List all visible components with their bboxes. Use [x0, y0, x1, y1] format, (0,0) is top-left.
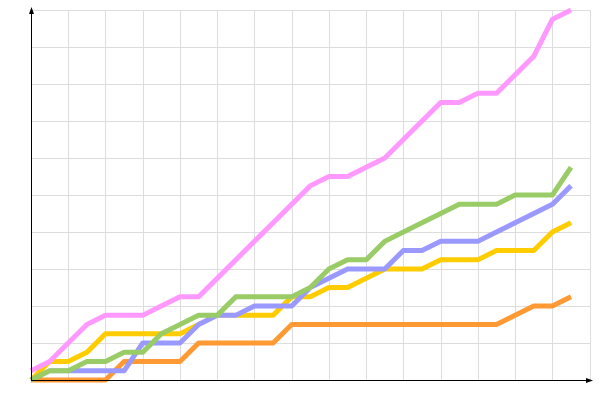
series-line-5	[31, 294, 573, 383]
series-lines	[29, 7, 574, 383]
series-line-2	[29, 165, 574, 383]
grid	[31, 10, 591, 380]
axes	[29, 7, 593, 383]
y-axis-arrow	[29, 7, 34, 14]
series-line-3	[29, 184, 573, 383]
x-axis-arrow	[586, 378, 593, 383]
series-line-1	[29, 7, 573, 374]
